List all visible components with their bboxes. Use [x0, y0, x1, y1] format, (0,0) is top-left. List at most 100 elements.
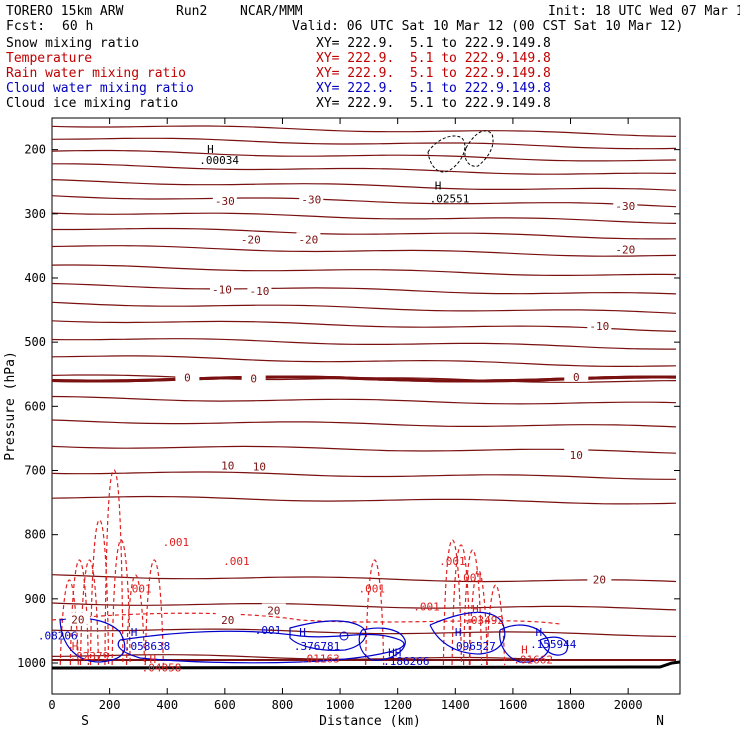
isotherm-line: [51, 395, 677, 405]
extrema-label: .01163: [300, 652, 340, 665]
isotherm-label-bg: [209, 282, 234, 295]
isotherm-line: [51, 602, 677, 611]
rain-contour: [104, 469, 124, 666]
isotherm-label: 20: [221, 614, 234, 627]
cloud-water-contour: [358, 627, 406, 661]
x-tick-label: 0: [48, 698, 55, 712]
y-tick-label: 1000: [17, 656, 46, 670]
isotherm-line: [51, 338, 676, 350]
extrema-label: .001: [456, 572, 483, 585]
isotherm-label-bg: [238, 232, 263, 245]
isotherm-label: 0: [184, 371, 191, 384]
isotherm-label-bg: [296, 232, 321, 245]
plot-frame: [51, 117, 681, 695]
extrema-label: .00034: [199, 154, 239, 167]
extrema-label: .376781: [294, 640, 340, 653]
x-tick-label: 600: [214, 698, 236, 712]
y-tick-label: 700: [24, 463, 46, 477]
isotherm-label-bg: [564, 448, 589, 461]
isotherm-label: -20: [298, 233, 318, 246]
isotherm-label-bg: [215, 613, 240, 626]
extrema-label: .02551: [430, 192, 470, 205]
isotherm-line: [52, 227, 677, 240]
extrema-label: .096527: [449, 640, 495, 653]
isotherm-label: -10: [249, 285, 269, 298]
isotherm-label: -30: [301, 194, 321, 207]
isotherm-label: 10: [253, 461, 266, 474]
forecast-label: Fcst:: [6, 19, 46, 34]
extrema-label: .001: [223, 555, 250, 568]
x-tick-label: 1800: [556, 698, 585, 712]
isotherm-label-bg: [241, 371, 266, 384]
rain-contour: [51, 612, 561, 625]
y-tick-label: 900: [24, 592, 46, 606]
isotherm-line: [51, 212, 677, 224]
isotherm-line: [51, 264, 677, 276]
valid-time: Valid: 06 UTC Sat 10 Mar 12 (00 CST Sat …: [292, 19, 684, 34]
extrema-label: H: [131, 626, 138, 639]
legend-rain-xy: XY= 222.9. 5.1 to 222.9.149.8: [316, 66, 551, 81]
y-axis-title: Pressure (hPa): [3, 351, 18, 461]
isotherm-label-bg: [587, 319, 612, 332]
rain-contour: [442, 539, 463, 666]
isotherm-label-bg: [65, 612, 90, 625]
y-tick-label: 600: [24, 399, 46, 413]
cloud-water-core: [339, 631, 349, 641]
extrema-label: H: [536, 626, 543, 639]
x-axis-title: Distance (km): [319, 714, 421, 729]
cloud-water-contour: [539, 636, 569, 656]
isotherm-label: 0: [250, 373, 257, 386]
isotherm-line: [51, 628, 677, 638]
isotherm-line: [51, 574, 677, 583]
cloud-water-contour: [59, 617, 126, 663]
isotherm-line: [51, 282, 677, 295]
cloud-water-contours: [59, 611, 569, 664]
isotherm-label-bg: [564, 369, 589, 382]
extrema-label: .186266: [383, 655, 429, 668]
extrema-label: .04058: [142, 661, 182, 674]
contour-labels: -30 -30 -30 -20 -20 -20 -10 -10 -10 0 0 0 10 10 10 20 20…: [38, 143, 638, 674]
isotherm-label-bg: [212, 193, 237, 206]
extrema-label: .08206: [38, 629, 78, 642]
org-name: NCAR/MMM: [240, 4, 303, 19]
legend-cloud-water-xy: XY= 222.9. 5.1 to 222.9.149.8: [316, 81, 551, 96]
cloud-ice-contours: [427, 130, 494, 173]
isotherm-label: -30: [615, 200, 635, 213]
isotherm-line: [51, 320, 677, 332]
isotherm-label: 0: [573, 371, 580, 384]
extrema-label: H: [455, 626, 462, 639]
isotherm-label: -20: [241, 233, 261, 246]
extrema-label: .01662: [513, 654, 553, 667]
x-tick-label: 2000: [614, 698, 643, 712]
isotherm-label: 20: [593, 574, 606, 587]
y-tick-label: 300: [24, 207, 46, 221]
x-tick-label: 400: [156, 698, 178, 712]
rain-contour: [125, 574, 146, 666]
forecast-hour: 60 h: [62, 19, 94, 34]
legend-cloud-water-label: Cloud water mixing ratio: [6, 81, 194, 96]
isotherm-line: [51, 125, 677, 137]
isotherm-line: [51, 195, 677, 208]
cloud-water-contour: [117, 630, 405, 664]
isotherm-label: 10: [570, 449, 583, 462]
isotherm-line: [51, 355, 677, 367]
extrema-label: .001: [255, 624, 282, 637]
isotherm-line: [51, 495, 677, 505]
legend-cloud-ice-xy: XY= 222.9. 5.1 to 222.9.149.8: [316, 96, 551, 111]
model-name: TORERO 15km ARW: [6, 4, 124, 19]
extrema-label: H: [521, 643, 528, 656]
isotherm-label: -30: [215, 195, 235, 208]
extrema-label: .02379: [70, 650, 110, 663]
extrema-label: H: [72, 640, 79, 653]
extrema-label: H: [299, 626, 306, 639]
y-tick-label: 200: [24, 143, 46, 157]
extrema-label: .001: [439, 555, 466, 568]
x-tick-label: 1200: [383, 698, 412, 712]
isotherm-line: [52, 163, 677, 175]
isotherm-label: 20: [267, 604, 280, 617]
isotherm-label: -10: [589, 320, 609, 333]
x-tick-label: 200: [99, 698, 121, 712]
extrema-label: H: [150, 653, 157, 666]
isotherm-label-bg: [261, 603, 286, 616]
